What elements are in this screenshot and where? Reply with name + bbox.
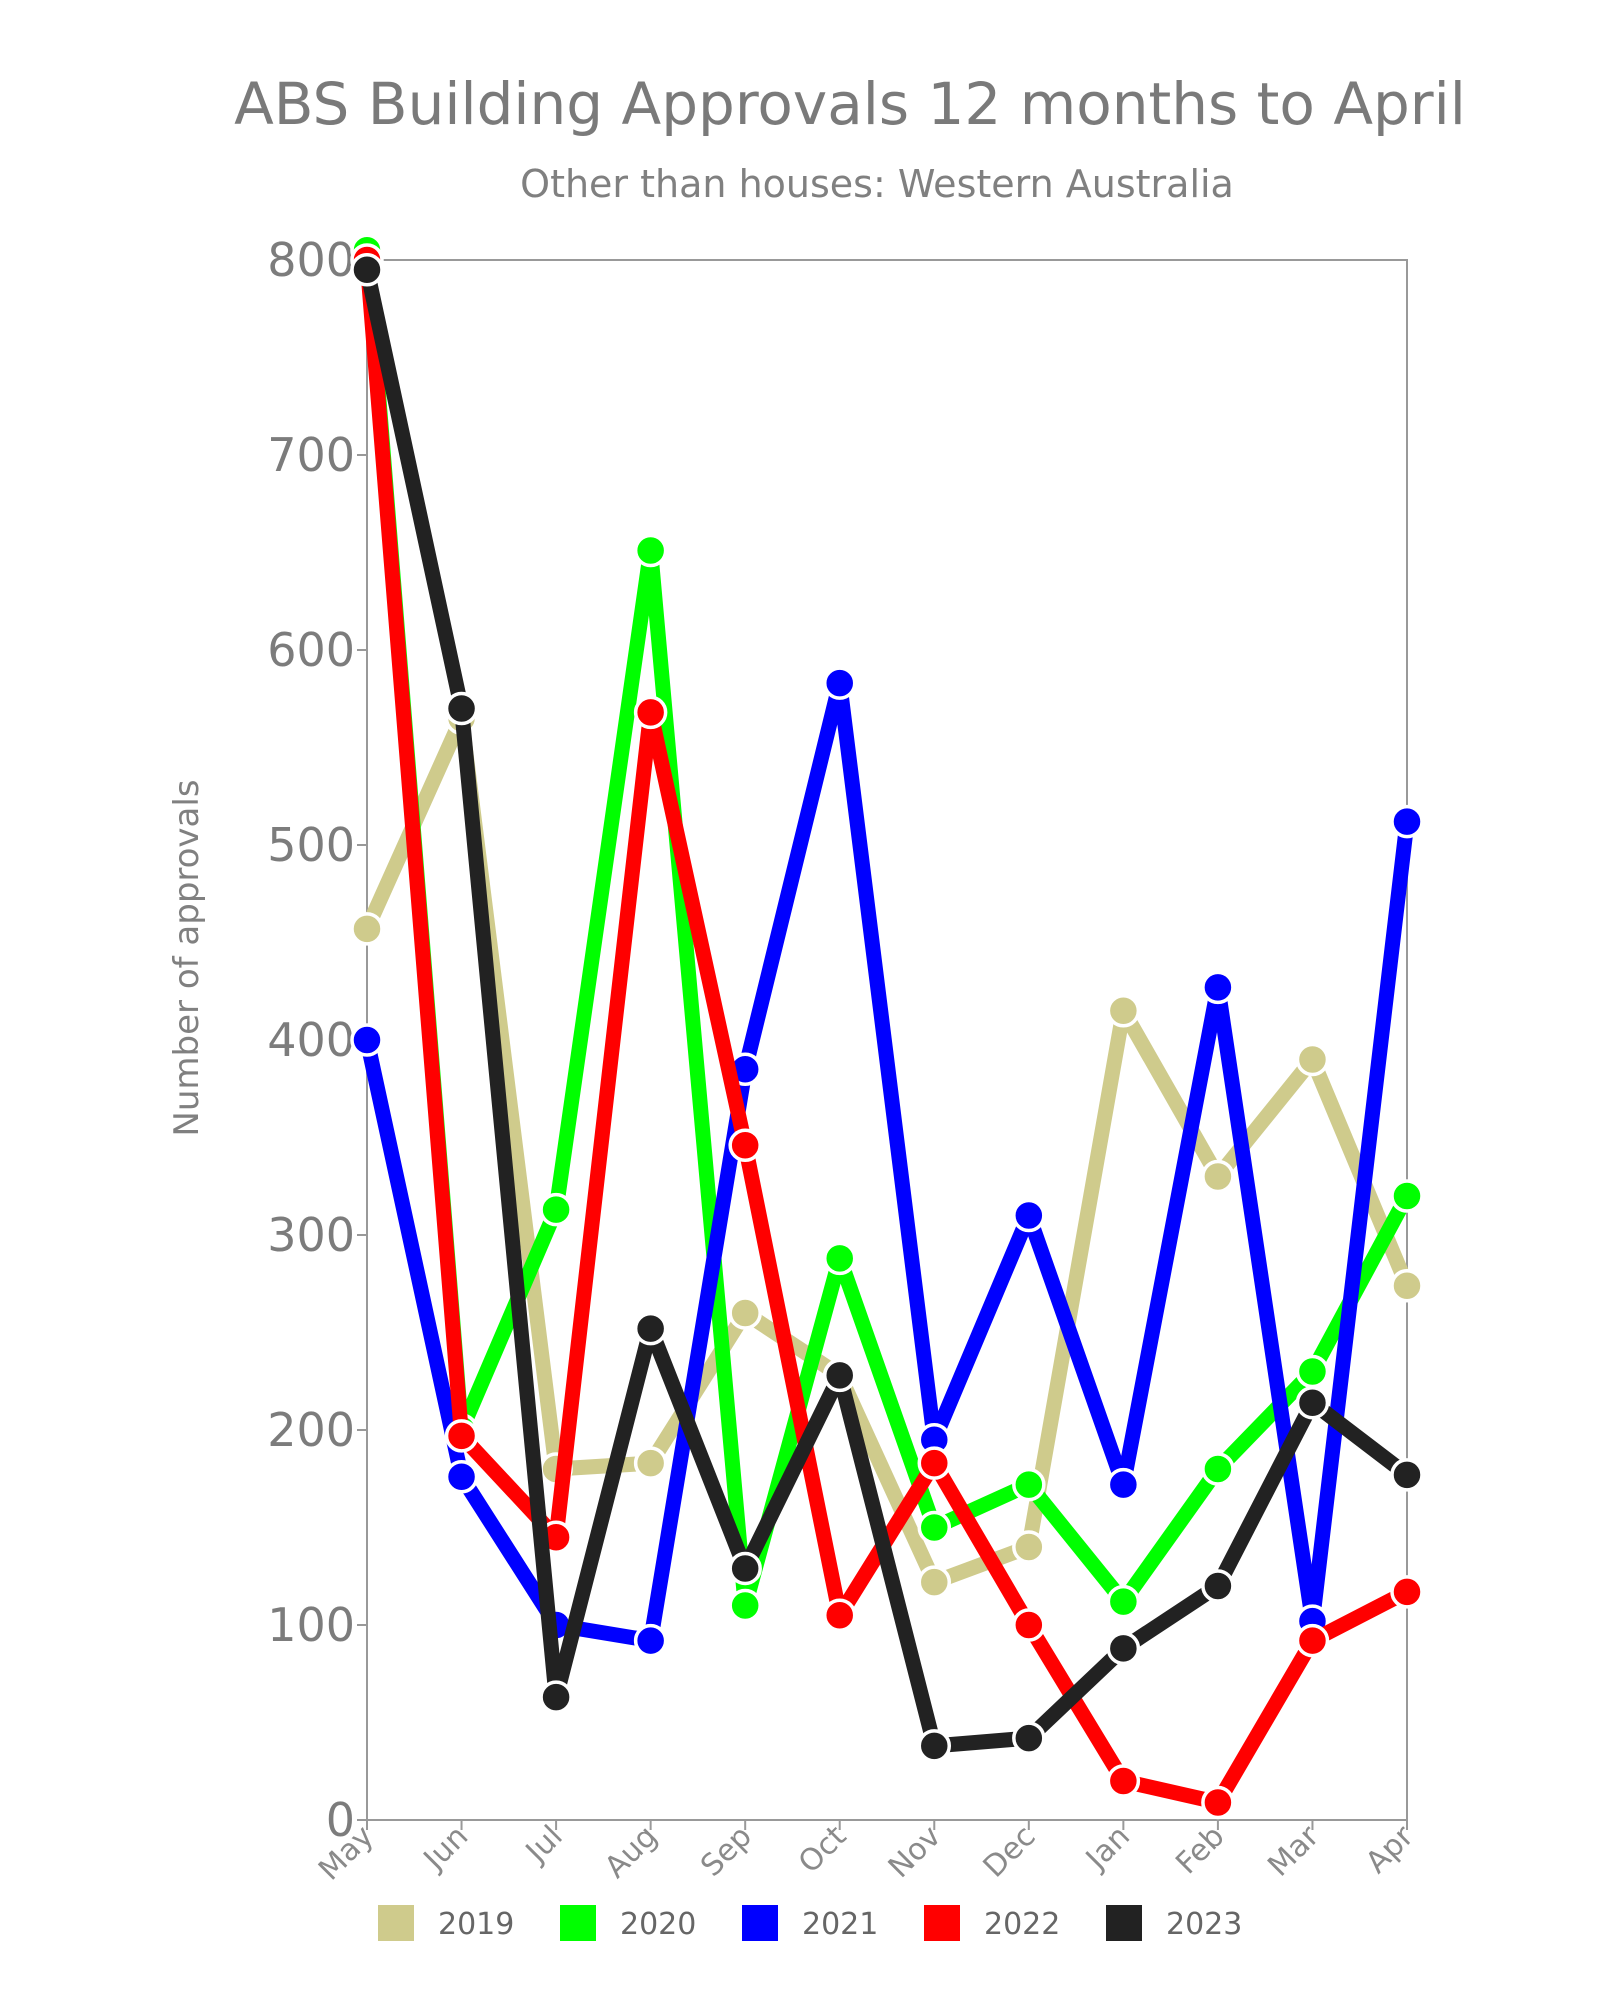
series-2019 xyxy=(350,701,1424,1599)
data-point xyxy=(1012,1608,1046,1642)
data-point xyxy=(1390,1268,1424,1303)
series-line xyxy=(359,262,1415,1754)
x-tick-label: Nov xyxy=(882,1819,948,1885)
y-tick-label: 100 xyxy=(267,1598,355,1652)
legend-label: 2023 xyxy=(1166,1907,1242,1942)
data-point xyxy=(350,912,384,946)
legend-label: 2019 xyxy=(438,1907,514,1942)
data-point xyxy=(822,1241,857,1276)
data-point xyxy=(728,1128,762,1163)
data-point xyxy=(917,1446,952,1480)
y-tick-label: 200 xyxy=(267,1403,355,1457)
data-point xyxy=(1390,1179,1424,1213)
data-point xyxy=(1201,1159,1235,1194)
data-point xyxy=(1106,1764,1141,1798)
data-point xyxy=(1201,970,1235,1005)
data-point xyxy=(350,253,384,287)
data-point xyxy=(444,1460,479,1494)
data-point xyxy=(1201,1785,1235,1820)
data-point xyxy=(633,1311,668,1346)
x-tick-label: Jul xyxy=(518,1819,570,1871)
legend-item: 2023 xyxy=(1106,1905,1242,1942)
legend-item: 2020 xyxy=(560,1905,696,1942)
data-point xyxy=(1295,1042,1330,1077)
series-line xyxy=(359,710,1415,1590)
series-2020 xyxy=(350,233,1424,1623)
data-point xyxy=(1106,1584,1141,1619)
data-point xyxy=(539,1680,573,1714)
legend-item: 2019 xyxy=(378,1905,514,1942)
x-tick-label: Aug xyxy=(598,1819,664,1885)
x-tick-label: Oct xyxy=(792,1819,854,1881)
chart-title: ABS Building Approvals 12 months to Apri… xyxy=(234,70,1466,138)
y-tick-label: 700 xyxy=(267,428,355,482)
series-line xyxy=(359,242,1415,1613)
legend-swatch xyxy=(1106,1905,1142,1941)
legend-label: 2020 xyxy=(620,1907,696,1942)
x-tick-label: May xyxy=(312,1819,381,1888)
data-point xyxy=(1106,994,1141,1028)
data-point xyxy=(728,1296,762,1330)
data-point xyxy=(633,695,668,730)
axis-ticks: 0 100 200 300 400 500 600 700 800 May Jun Jul Aug Sep… xyxy=(267,233,1421,1888)
legend-swatch xyxy=(378,1905,414,1941)
data-point xyxy=(1012,1467,1046,1502)
legend-swatch xyxy=(742,1905,778,1941)
y-axis-title-group: Number of approvals xyxy=(167,779,207,1136)
x-tick-label: Dec xyxy=(977,1819,1043,1885)
data-point xyxy=(1012,1198,1046,1233)
data-point xyxy=(1201,1452,1235,1486)
legend-swatch xyxy=(924,1905,960,1941)
data-point xyxy=(917,1510,952,1545)
legend-swatch xyxy=(560,1905,596,1941)
data-point xyxy=(1201,1569,1235,1603)
series-layer xyxy=(350,233,1424,1820)
data-point xyxy=(822,1358,857,1393)
x-tick-label: Jan xyxy=(1078,1819,1137,1878)
x-tick-label: Apr xyxy=(1359,1818,1421,1880)
y-tick-label: 0 xyxy=(326,1793,355,1847)
data-point xyxy=(917,1729,952,1763)
data-point xyxy=(822,666,857,700)
data-point xyxy=(822,1598,857,1632)
data-point xyxy=(1106,1631,1141,1666)
data-point xyxy=(1390,804,1424,839)
x-tick-label: Jun xyxy=(416,1819,475,1878)
legend-item: 2022 xyxy=(924,1905,1060,1942)
data-point xyxy=(1012,1530,1046,1564)
data-point xyxy=(444,1419,479,1453)
x-tick-label: Sep xyxy=(694,1819,759,1884)
legend: 2019 2020 2021 2022 2023 xyxy=(378,1905,1242,1942)
data-point xyxy=(1390,1458,1424,1492)
data-point xyxy=(1106,1467,1141,1502)
legend-label: 2022 xyxy=(984,1907,1060,1942)
data-point xyxy=(917,1565,952,1599)
data-point xyxy=(633,1623,668,1658)
data-point xyxy=(1295,1385,1330,1420)
legend-item: 2021 xyxy=(742,1905,878,1942)
data-point xyxy=(350,1023,384,1057)
series-2023 xyxy=(350,253,1424,1763)
data-point xyxy=(633,533,668,568)
data-point xyxy=(728,1551,762,1586)
y-tick-label: 300 xyxy=(267,1208,355,1262)
y-tick-label: 400 xyxy=(267,1013,355,1067)
data-point xyxy=(1295,1354,1330,1389)
chart-subtitle: Other than houses: Western Australia xyxy=(520,162,1234,206)
y-axis-label: Number of approvals xyxy=(167,779,207,1136)
data-point xyxy=(1390,1575,1424,1609)
y-tick-label: 800 xyxy=(267,233,355,287)
y-tick-label: 500 xyxy=(267,818,355,872)
data-point xyxy=(728,1588,762,1623)
data-point xyxy=(1012,1721,1046,1755)
legend-label: 2021 xyxy=(802,1907,878,1942)
y-tick-label: 600 xyxy=(267,623,355,677)
data-point xyxy=(633,1446,668,1480)
data-point xyxy=(539,1192,573,1227)
x-tick-label: Feb xyxy=(1169,1819,1231,1881)
x-tick-label: Mar xyxy=(1261,1818,1326,1883)
data-point xyxy=(1295,1623,1330,1658)
data-point xyxy=(444,691,479,726)
